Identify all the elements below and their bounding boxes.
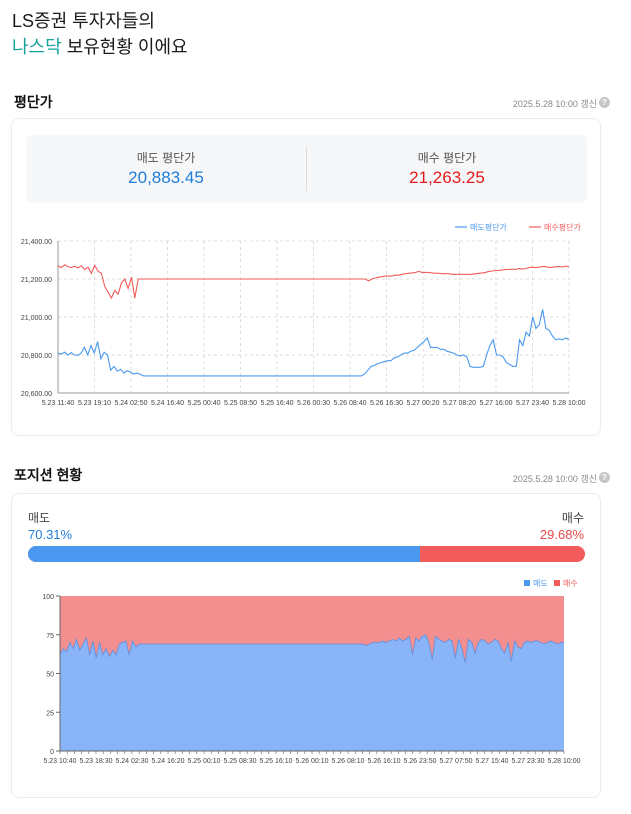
avg-price-line-chart: 20,600.00 20,800.00 21,000.00 21,200.00 21,4… [21, 222, 586, 407]
avg-price-title: 평단가 [14, 94, 53, 110]
buy-position-label: 매수 [561, 511, 584, 525]
y-tick-label: 21,000.00 [21, 315, 52, 322]
x-tick-label: 5.25 00:40 [187, 400, 220, 407]
position-title: 포지션 현황 [14, 467, 83, 483]
buy-position-pct: 29.68% [539, 527, 584, 542]
x-tick-label: 5.25 08:30 [223, 758, 256, 765]
x-tick-label: 5.26 08:10 [331, 758, 364, 765]
buy-avg-block: 매수 평단가 21,263.25 [307, 135, 587, 203]
legend-label: 매수 [563, 579, 578, 588]
y-tick-label: 100 [42, 594, 54, 601]
x-tick-label: 5.24 16:20 [151, 758, 184, 765]
sell-avg-label: 매도 평단가 [136, 151, 196, 165]
help-icon[interactable]: ? [599, 97, 610, 108]
y-tick-label: 20,600.00 [21, 391, 52, 398]
x-tick-label: 5.23 11:40 [42, 400, 75, 407]
y-tick-label: 21,200.00 [21, 277, 52, 284]
buy-avg-label: 매수 평단가 [417, 151, 477, 165]
series-line [57, 309, 570, 377]
x-tick-label: 5.27 00:20 [406, 400, 439, 407]
y-tick-label: 75 [46, 633, 54, 640]
x-tick-label: 5.25 16:40 [260, 400, 293, 407]
avg-price-updated: 2025.5.28 10:00 갱신 [512, 99, 597, 109]
sell-avg-value: 20,883.45 [128, 168, 204, 187]
legend-swatch [554, 580, 560, 586]
position-ratio-bar [28, 546, 585, 562]
x-tick-label: 5.26 00:10 [295, 758, 328, 765]
x-tick-label: 5.25 00:10 [187, 758, 220, 765]
x-tick-label: 5.23 18:30 [79, 758, 112, 765]
x-tick-label: 5.27 16:00 [479, 400, 512, 407]
position-area-chart: 0 25 50 75 100 5.23 10:40 5.23 18:30 5.24 02:30… [42, 579, 580, 765]
x-tick-label: 5.27 08:20 [443, 400, 476, 407]
x-tick-label: 5.23 10:40 [43, 758, 76, 765]
headline-line1: LS증권 투자자들의 [12, 11, 155, 31]
x-tick-label: 5.27 15:40 [475, 758, 508, 765]
sell-ratio-fill [28, 546, 420, 562]
x-tick-label: 5.28 10:00 [547, 758, 580, 765]
legend-label: 매도평단가 [470, 222, 507, 232]
sell-position-pct: 70.31% [28, 527, 73, 542]
sell-line [59, 634, 564, 663]
x-tick-label: 5.27 23:40 [516, 400, 549, 407]
x-tick-label: 5.27 07:50 [439, 758, 472, 765]
y-tick-label: 20,800.00 [21, 353, 52, 360]
x-tick-label: 5.26 00:30 [297, 400, 330, 407]
x-tick-label: 5.28 10:00 [552, 400, 585, 407]
x-tick-label: 5.24 16:40 [151, 400, 184, 407]
x-tick-label: 5.25 16:10 [259, 758, 292, 765]
avg-price-summary: 매도 평단가 20,883.45 매수 평단가 21,263.25 [26, 135, 587, 203]
x-tick-label: 5.25 08:50 [224, 400, 257, 407]
avg-price-card: 매도 평단가 20,883.45 매수 평단가 21,263.25 20,600… [11, 118, 601, 436]
x-tick-label: 5.26 16:10 [367, 758, 400, 765]
position-updated: 2025.5.28 10:00 갱신 [512, 474, 597, 484]
divider [306, 147, 307, 191]
sell-position-label: 매도 [28, 511, 51, 525]
series-line [57, 264, 570, 300]
sell-avg-block: 매도 평단가 20,883.45 [26, 135, 306, 203]
help-icon[interactable]: ? [599, 472, 610, 483]
x-tick-label: 5.27 23:30 [511, 758, 544, 765]
x-tick-label: 5.24 02:30 [115, 758, 148, 765]
headline-rest: 보유현황 이에요 [61, 37, 188, 57]
sell-area [60, 634, 564, 751]
x-tick-label: 5.26 23:50 [403, 758, 436, 765]
x-tick-label: 5.26 08:40 [333, 400, 366, 407]
headline-symbol: 나스닥 [12, 37, 62, 57]
position-card: 매도 70.31% 매수 29.68% 0 25 50 75 100 5.23 10:40… [11, 493, 601, 798]
x-tick-label: 5.24 02:50 [114, 400, 147, 407]
y-tick-label: 50 [46, 672, 54, 679]
y-tick-label: 21,400.00 [21, 239, 52, 246]
legend-label: 매수평단가 [544, 222, 581, 232]
x-tick-label: 5.26 16:30 [370, 400, 403, 407]
legend-label: 매도 [533, 579, 548, 588]
buy-avg-value: 21,263.25 [409, 168, 485, 187]
headline-line2: 나스닥 보유현황 이에요 [12, 34, 188, 60]
headline: LS증권 투자자들의 나스닥 보유현황 이에요 [12, 8, 188, 60]
legend-swatch [524, 580, 530, 586]
x-tick-label: 5.23 19:10 [78, 400, 111, 407]
y-tick-label: 25 [46, 710, 54, 717]
y-tick-label: 0 [50, 749, 54, 756]
